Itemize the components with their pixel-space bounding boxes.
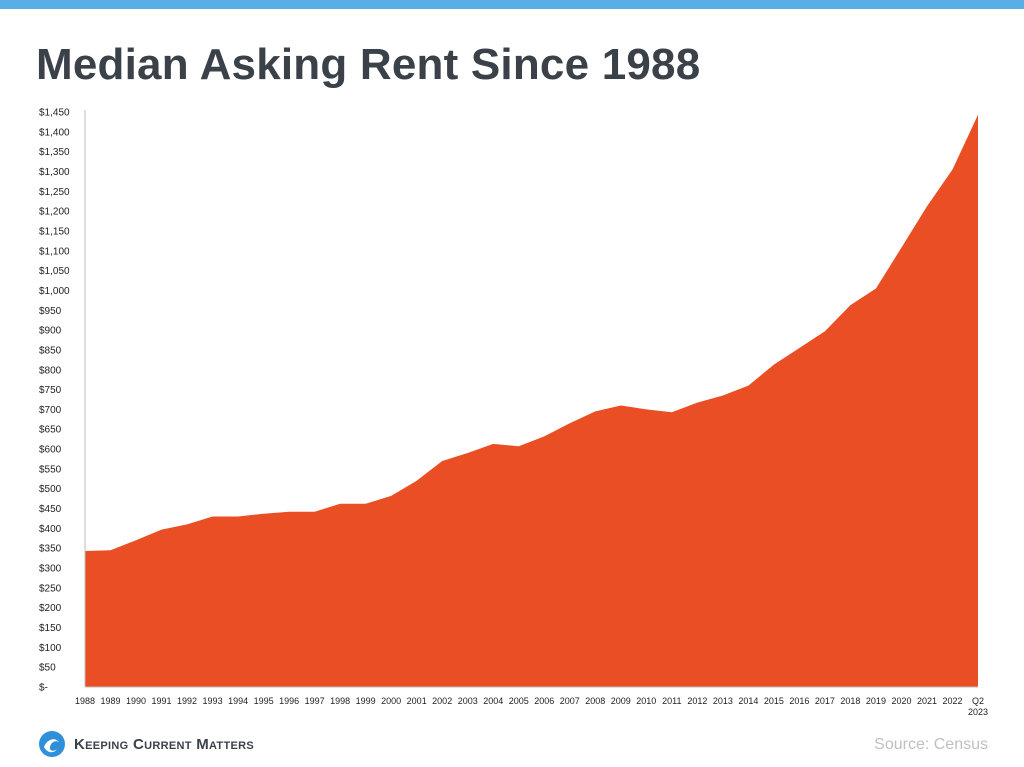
- y-tick-label: $-: [39, 683, 48, 694]
- y-tick-label: $1,300: [39, 167, 70, 178]
- y-tick-label: $450: [39, 504, 62, 515]
- x-tick-label: 2008: [585, 696, 605, 706]
- y-tick-label: $1,450: [39, 108, 70, 119]
- x-tick-label: Q2: [972, 696, 984, 706]
- y-tick-label: $1,050: [39, 266, 70, 277]
- x-tick-label: 2021: [917, 696, 937, 706]
- x-tick-label-line2: 2023: [968, 707, 988, 717]
- x-tick-label: 2009: [611, 696, 631, 706]
- x-tick-label: 1989: [100, 696, 120, 706]
- y-tick-label: $1,000: [39, 286, 70, 297]
- x-tick-label: 2005: [509, 696, 529, 706]
- x-tick-label: 2003: [458, 696, 478, 706]
- x-tick-label: 2004: [483, 696, 503, 706]
- y-tick-label: $1,150: [39, 226, 70, 237]
- x-tick-label: 2016: [789, 696, 809, 706]
- y-tick-label: $1,250: [39, 187, 70, 198]
- y-tick-label: $100: [39, 643, 62, 654]
- y-tick-label: $50: [39, 663, 56, 674]
- y-tick-label: $750: [39, 385, 62, 396]
- x-tick-label: 2006: [534, 696, 554, 706]
- y-tick-label: $550: [39, 464, 62, 475]
- x-tick-label: 2012: [687, 696, 707, 706]
- x-tick-label: 2013: [713, 696, 733, 706]
- brand-logo: Keeping Current Matters: [38, 730, 254, 758]
- page-title: Median Asking Rent Since 1988: [36, 40, 701, 89]
- x-tick-label: 1999: [356, 696, 376, 706]
- y-tick-label: $200: [39, 603, 62, 614]
- x-tick-label: 1996: [279, 696, 299, 706]
- x-tick-label: 1998: [330, 696, 350, 706]
- x-tick-label: 2000: [381, 696, 401, 706]
- x-tick-label: 2011: [662, 696, 681, 706]
- x-tick-label: 2010: [636, 696, 656, 706]
- y-tick-label: $600: [39, 445, 62, 456]
- x-tick-label: 1993: [203, 696, 223, 706]
- y-tick-label: $1,350: [39, 147, 70, 158]
- x-tick-label: 1997: [305, 696, 325, 706]
- x-tick-label: 1992: [177, 696, 197, 706]
- y-tick-label: $1,100: [39, 246, 70, 257]
- x-tick-label: 1988: [75, 696, 95, 706]
- y-tick-label: $150: [39, 623, 62, 634]
- x-tick-label: 2014: [738, 696, 758, 706]
- rent-area-series: [85, 114, 978, 687]
- wave-circle-icon: [39, 731, 65, 757]
- y-tick-label: $950: [39, 306, 62, 317]
- source-note: Source: Census: [874, 736, 988, 753]
- y-tick-label: $1,400: [39, 127, 70, 138]
- x-tick-label: 2019: [866, 696, 886, 706]
- y-tick-label: $500: [39, 484, 62, 495]
- y-tick-label: $400: [39, 524, 62, 535]
- y-tick-label: $250: [39, 583, 62, 594]
- x-tick-label: 1991: [152, 696, 172, 706]
- x-tick-label: 2007: [560, 696, 580, 706]
- x-tick-label: 2015: [764, 696, 784, 706]
- x-tick-label: 1990: [126, 696, 146, 706]
- x-tick-label: 2022: [942, 696, 962, 706]
- x-tick-label: 2020: [891, 696, 911, 706]
- y-tick-label: $650: [39, 425, 62, 436]
- x-tick-label: 2002: [432, 696, 452, 706]
- x-tick-label: 1995: [254, 696, 274, 706]
- rent-area-chart: $- $50 $100 $150 $200 $250 $300 $350 $400 $450 $50…: [39, 108, 988, 718]
- y-tick-label: $350: [39, 544, 62, 555]
- x-tick-label: 2001: [407, 696, 427, 706]
- x-tick-label: 1994: [228, 696, 248, 706]
- y-tick-label: $300: [39, 564, 62, 575]
- y-tick-label: $850: [39, 345, 62, 356]
- brand-name: Keeping Current Matters: [74, 735, 254, 753]
- y-tick-label: $700: [39, 405, 62, 416]
- y-tick-label: $800: [39, 365, 62, 376]
- x-tick-label: 2017: [815, 696, 835, 706]
- y-tick-label: $1,200: [39, 207, 70, 218]
- x-tick-label: 2018: [840, 696, 860, 706]
- top-accent-bar: [0, 0, 1024, 9]
- y-tick-label: $900: [39, 326, 62, 337]
